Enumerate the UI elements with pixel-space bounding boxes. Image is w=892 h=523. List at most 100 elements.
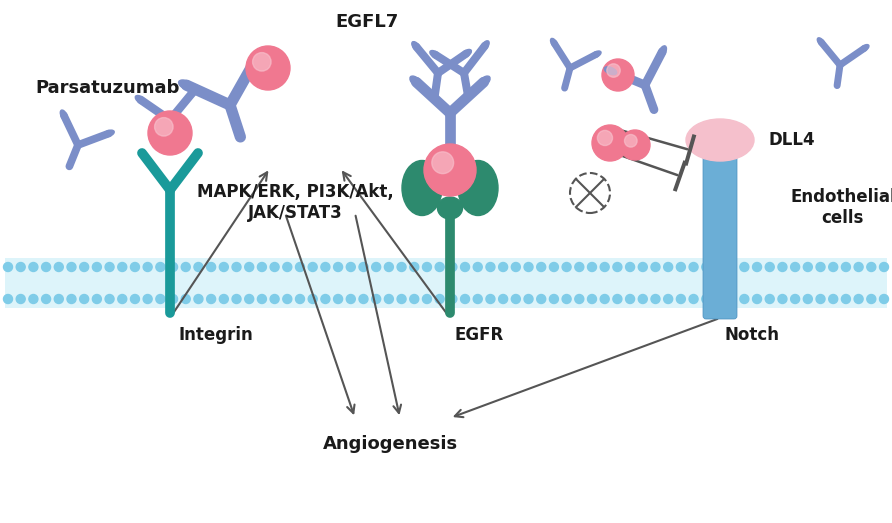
Circle shape	[727, 263, 736, 271]
Circle shape	[855, 294, 863, 303]
Circle shape	[29, 263, 37, 271]
Ellipse shape	[604, 67, 616, 75]
Circle shape	[816, 294, 825, 303]
Circle shape	[93, 294, 102, 303]
Circle shape	[309, 294, 318, 303]
Circle shape	[639, 294, 648, 303]
Circle shape	[169, 294, 178, 303]
Circle shape	[739, 294, 749, 303]
Circle shape	[346, 263, 355, 271]
Circle shape	[549, 263, 558, 271]
Circle shape	[486, 294, 495, 303]
Circle shape	[714, 263, 723, 271]
Circle shape	[384, 294, 393, 303]
Circle shape	[219, 294, 228, 303]
Ellipse shape	[481, 41, 489, 51]
Circle shape	[867, 294, 876, 303]
Circle shape	[93, 263, 102, 271]
Circle shape	[54, 294, 63, 303]
Circle shape	[588, 263, 597, 271]
Ellipse shape	[686, 119, 754, 161]
Circle shape	[524, 294, 533, 303]
Circle shape	[689, 263, 698, 271]
Circle shape	[384, 263, 393, 271]
Text: Angiogenesis: Angiogenesis	[322, 435, 458, 453]
Circle shape	[372, 263, 381, 271]
Circle shape	[79, 263, 88, 271]
Ellipse shape	[188, 87, 197, 98]
Circle shape	[689, 294, 698, 303]
Circle shape	[309, 263, 318, 271]
Circle shape	[424, 144, 476, 196]
Circle shape	[181, 294, 190, 303]
Ellipse shape	[410, 76, 423, 88]
Circle shape	[739, 263, 749, 271]
Circle shape	[625, 294, 634, 303]
Circle shape	[574, 263, 583, 271]
Circle shape	[295, 263, 304, 271]
Circle shape	[432, 152, 454, 174]
Circle shape	[511, 294, 520, 303]
Circle shape	[194, 263, 203, 271]
Circle shape	[283, 263, 292, 271]
Circle shape	[154, 118, 173, 136]
Circle shape	[118, 263, 127, 271]
Circle shape	[181, 263, 190, 271]
Circle shape	[651, 294, 660, 303]
Ellipse shape	[437, 197, 462, 219]
Circle shape	[816, 263, 825, 271]
Circle shape	[156, 294, 165, 303]
Circle shape	[435, 294, 444, 303]
Circle shape	[16, 294, 25, 303]
Circle shape	[664, 263, 673, 271]
Circle shape	[270, 294, 279, 303]
Circle shape	[676, 294, 685, 303]
Ellipse shape	[248, 56, 259, 71]
Text: Endothelial
cells: Endothelial cells	[790, 188, 892, 227]
Circle shape	[511, 263, 520, 271]
Circle shape	[562, 294, 571, 303]
Circle shape	[598, 130, 613, 145]
Ellipse shape	[402, 161, 442, 215]
Circle shape	[246, 46, 290, 90]
Circle shape	[880, 263, 888, 271]
Circle shape	[651, 263, 660, 271]
Circle shape	[778, 263, 787, 271]
Circle shape	[880, 294, 888, 303]
Circle shape	[499, 263, 508, 271]
Circle shape	[423, 263, 432, 271]
Circle shape	[258, 294, 267, 303]
Circle shape	[130, 294, 139, 303]
Circle shape	[130, 263, 139, 271]
Circle shape	[105, 263, 114, 271]
Circle shape	[244, 294, 253, 303]
Circle shape	[537, 294, 546, 303]
Ellipse shape	[658, 46, 666, 58]
Circle shape	[346, 294, 355, 303]
Circle shape	[574, 294, 583, 303]
Ellipse shape	[550, 38, 558, 48]
FancyBboxPatch shape	[703, 148, 737, 319]
Circle shape	[460, 263, 469, 271]
Circle shape	[372, 294, 381, 303]
Text: DLL4: DLL4	[768, 131, 814, 149]
Circle shape	[143, 263, 153, 271]
Circle shape	[321, 263, 330, 271]
Circle shape	[620, 130, 650, 160]
Circle shape	[359, 294, 368, 303]
Ellipse shape	[477, 76, 490, 88]
Circle shape	[613, 263, 622, 271]
Circle shape	[448, 294, 457, 303]
Circle shape	[592, 125, 628, 161]
Circle shape	[435, 263, 444, 271]
Circle shape	[42, 263, 51, 271]
Circle shape	[753, 294, 762, 303]
Circle shape	[16, 263, 25, 271]
Circle shape	[244, 263, 253, 271]
Circle shape	[499, 294, 508, 303]
Circle shape	[765, 294, 774, 303]
Ellipse shape	[103, 130, 114, 137]
Circle shape	[829, 294, 838, 303]
Circle shape	[841, 294, 850, 303]
Circle shape	[474, 294, 483, 303]
